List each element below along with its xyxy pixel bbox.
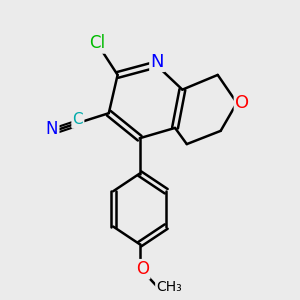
- Text: CH₃: CH₃: [156, 280, 182, 294]
- Text: N: N: [46, 120, 58, 138]
- Text: C: C: [73, 112, 83, 128]
- Text: O: O: [235, 94, 249, 112]
- Text: N: N: [151, 53, 164, 71]
- Text: O: O: [136, 260, 149, 278]
- Text: Cl: Cl: [89, 34, 105, 52]
